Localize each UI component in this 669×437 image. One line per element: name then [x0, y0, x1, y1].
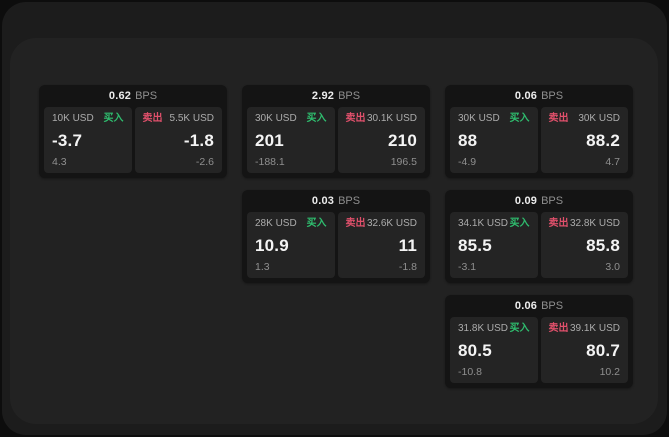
sell-price: -1.8 [183, 131, 214, 150]
sell-delta: -1.8 [398, 261, 417, 273]
buy-amount: 28K USD [255, 218, 297, 229]
sell-amount: 32.6K USD [366, 218, 417, 229]
sell-panel[interactable]: 卖出 39.1K USD 80.7 10.2 [540, 317, 628, 383]
buy-amount: 31.8K USD [458, 323, 509, 334]
bps-unit-label: BPS [338, 90, 361, 102]
bps-unit-label: BPS [541, 90, 564, 102]
quote-card: 0.03 BPS 28K USD 买入 10.9 1.3 卖出 32.6K US… [242, 190, 430, 283]
sell-amount: 5.5K USD [169, 113, 214, 124]
buy-delta: -4.9 [458, 156, 477, 168]
sell-label: 卖出 [345, 113, 366, 124]
bps-value: 0.09 [514, 195, 538, 207]
quote-card: 0.06 BPS 31.8K USD 买入 80.5 -10.8 卖出 39.1… [445, 295, 633, 388]
buy-amount: 10K USD [52, 113, 94, 124]
buy-price: 80.5 [458, 341, 492, 360]
sell-delta: 4.7 [605, 156, 620, 168]
buy-panel[interactable]: 10K USD 买入 -3.7 4.3 [44, 107, 132, 173]
buy-delta: 4.3 [52, 156, 67, 168]
bps-value: 2.92 [311, 90, 335, 102]
sell-price: 11 [398, 236, 417, 255]
bps-header: 2.92 BPS [247, 85, 425, 107]
sell-price: 85.8 [586, 236, 620, 255]
bps-header: 0.62 BPS [44, 85, 222, 107]
bps-value: 0.06 [514, 90, 538, 102]
buy-panel[interactable]: 34.1K USD 买入 85.5 -3.1 [450, 212, 538, 278]
sell-price: 80.7 [586, 341, 620, 360]
sell-panel[interactable]: 卖出 30K USD 88.2 4.7 [540, 107, 628, 173]
buy-amount: 30K USD [458, 113, 500, 124]
sell-price: 88.2 [586, 131, 620, 150]
sell-delta: 10.2 [599, 366, 620, 378]
bps-header: 0.06 BPS [450, 85, 628, 107]
buy-panel[interactable]: 31.8K USD 买入 80.5 -10.8 [450, 317, 538, 383]
sell-label: 卖出 [548, 323, 569, 334]
sell-amount: 39.1K USD [569, 323, 620, 334]
bps-value: 0.03 [311, 195, 335, 207]
sell-panel[interactable]: 卖出 5.5K USD -1.8 -2.6 [134, 107, 222, 173]
sell-label: 卖出 [345, 218, 366, 229]
buy-label: 买入 [509, 113, 530, 124]
buy-panel[interactable]: 30K USD 买入 201 -188.1 [247, 107, 335, 173]
sell-amount: 30K USD [578, 113, 620, 124]
buy-panel[interactable]: 28K USD 买入 10.9 1.3 [247, 212, 335, 278]
buy-delta: -188.1 [255, 156, 285, 168]
bps-header: 0.06 BPS [450, 295, 628, 317]
sell-amount: 32.8K USD [569, 218, 620, 229]
sell-delta: 196.5 [390, 156, 417, 168]
quote-card: 0.06 BPS 30K USD 买入 88 -4.9 卖出 30K USD 8… [445, 85, 633, 178]
sell-panel[interactable]: 卖出 32.8K USD 85.8 3.0 [540, 212, 628, 278]
buy-label: 买入 [509, 218, 530, 229]
buy-delta: -10.8 [458, 366, 482, 378]
buy-delta: -3.1 [458, 261, 477, 273]
buy-panel[interactable]: 30K USD 买入 88 -4.9 [450, 107, 538, 173]
bps-header: 0.09 BPS [450, 190, 628, 212]
buy-price: -3.7 [52, 131, 83, 150]
buy-label: 买入 [509, 323, 530, 334]
sell-label: 卖出 [142, 113, 163, 124]
bps-unit-label: BPS [338, 195, 361, 207]
bps-unit-label: BPS [135, 90, 158, 102]
quote-card: 0.62 BPS 10K USD 买入 -3.7 4.3 卖出 5.5K USD… [39, 85, 227, 178]
buy-label: 买入 [306, 218, 327, 229]
quote-card: 2.92 BPS 30K USD 买入 201 -188.1 卖出 30.1K … [242, 85, 430, 178]
sell-price: 210 [388, 131, 417, 150]
bps-unit-label: BPS [541, 300, 564, 312]
bps-value: 0.62 [108, 90, 132, 102]
sell-label: 卖出 [548, 113, 569, 124]
sell-label: 卖出 [548, 218, 569, 229]
sell-delta: -2.6 [195, 156, 214, 168]
buy-label: 买入 [306, 113, 327, 124]
sell-panel[interactable]: 卖出 30.1K USD 210 196.5 [337, 107, 425, 173]
buy-price: 10.9 [255, 236, 289, 255]
buy-amount: 34.1K USD [458, 218, 509, 229]
buy-price: 85.5 [458, 236, 492, 255]
sell-panel[interactable]: 卖出 32.6K USD 11 -1.8 [337, 212, 425, 278]
buy-price: 88 [458, 131, 478, 150]
bps-header: 0.03 BPS [247, 190, 425, 212]
buy-price: 201 [255, 131, 284, 150]
buy-delta: 1.3 [255, 261, 270, 273]
bps-value: 0.06 [514, 300, 538, 312]
quote-card: 0.09 BPS 34.1K USD 买入 85.5 -3.1 卖出 32.8K… [445, 190, 633, 283]
buy-amount: 30K USD [255, 113, 297, 124]
sell-amount: 30.1K USD [366, 113, 417, 124]
bps-unit-label: BPS [541, 195, 564, 207]
sell-delta: 3.0 [605, 261, 620, 273]
buy-label: 买入 [103, 113, 124, 124]
